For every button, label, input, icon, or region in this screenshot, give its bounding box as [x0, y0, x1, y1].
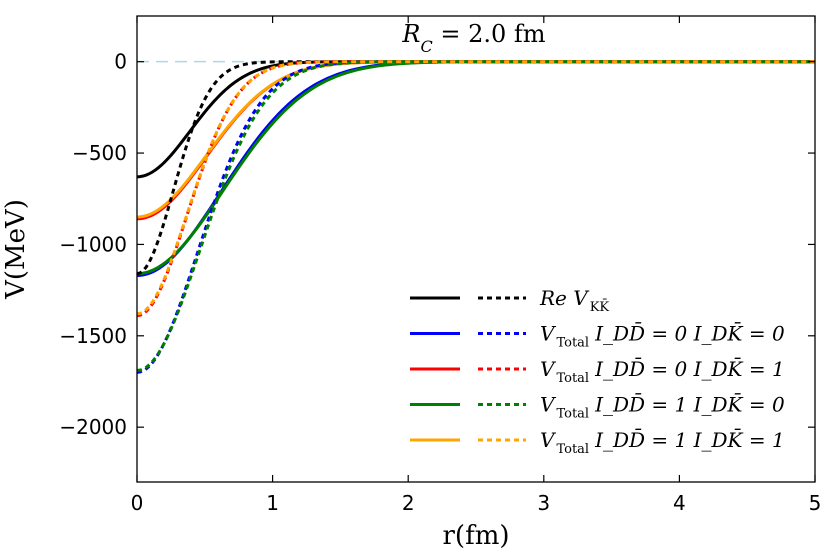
chart-title: RC = 2.0 fm [401, 20, 545, 56]
y-axis: 0 −500 −1000 −1500 −2000 [59, 50, 815, 439]
y-tick-label: −2000 [59, 415, 127, 439]
legend-label: Re V KK̄ [539, 286, 609, 315]
y-tick-label: 0 [114, 50, 127, 74]
y-tick-label: −500 [72, 141, 127, 165]
legend-label: V Total I_DD̄ = 1 I_DK̄ = 1 [540, 427, 785, 457]
series-3-dashed-line [136, 60, 815, 373]
title-symbol: R [401, 20, 420, 48]
x-tick-label: 0 [131, 491, 144, 515]
x-tick-label: 3 [537, 491, 550, 515]
title-rest: = 2.0 fm [433, 20, 546, 48]
legend-label: V Total I_DD̄ = 1 I_DK̄ = 0 [540, 392, 785, 422]
series-4-dashed-line [136, 60, 815, 316]
x-tick-label: 4 [673, 491, 686, 515]
x-axis: 0 1 2 3 4 5 [131, 16, 822, 515]
legend-label: V Total I_DD̄ = 0 I_DK̄ = 0 [540, 321, 785, 351]
x-tick-label: 2 [402, 491, 415, 515]
y-axis-label: V(MeV) [1, 199, 31, 300]
legend-label: V Total I_DD̄ = 0 I_DK̄ = 1 [540, 356, 785, 386]
series-2-dashed-line [136, 60, 815, 318]
x-tick-label: 1 [266, 491, 279, 515]
x-axis-label: r(fm) [443, 521, 510, 551]
x-tick-label: 5 [809, 491, 822, 515]
y-tick-label: −1500 [59, 324, 127, 348]
series-1-dashed-line [136, 60, 815, 374]
series-4-solid-line [136, 60, 815, 219]
series-0-solid-line [136, 60, 815, 179]
title-subscript: C [421, 37, 433, 56]
plot-frame [136, 15, 816, 483]
legend: Re V KK̄ V Total I_DD̄ = 0 I_DK̄ = 0 V Total I_… [410, 286, 785, 457]
series-2-solid-line [136, 60, 815, 221]
y-tick-label: −1000 [59, 232, 127, 256]
curves-group [136, 60, 815, 374]
